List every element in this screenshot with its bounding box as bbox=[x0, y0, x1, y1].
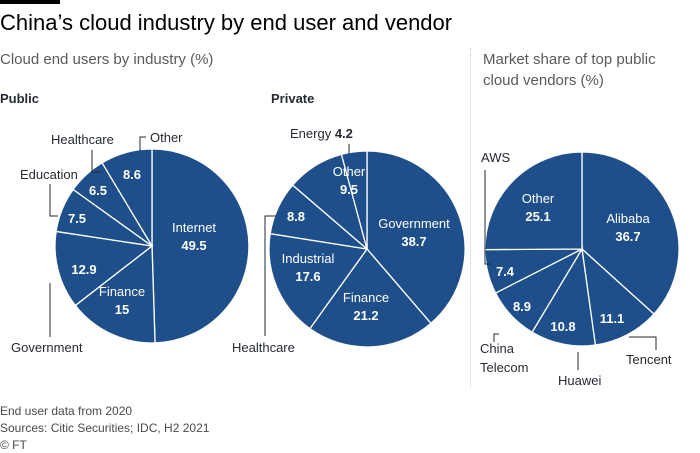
slice-value-alibaba: 36.7 bbox=[615, 229, 640, 244]
pie-slice-energy bbox=[340, 150, 368, 250]
chart-title: China’s cloud industry by end user and v… bbox=[0, 10, 453, 35]
pie-slice-finance bbox=[74, 244, 156, 344]
pie-2-group: Alibaba 36.7 Tencent 11.1 Huawei 10.8 China Tel… bbox=[480, 150, 680, 388]
pie-slice-industrial bbox=[268, 232, 369, 330]
slice-value-energy: 4.2 bbox=[335, 126, 353, 141]
footer-credit: © FT bbox=[0, 438, 27, 452]
slice-label-china-telecom-1: Telecom bbox=[480, 360, 528, 375]
slice-value-tencent: 11.1 bbox=[600, 311, 625, 326]
leader-line-china-telecom bbox=[493, 333, 499, 342]
subtitle-vendors: Market share of top public cloud vendors… bbox=[483, 51, 656, 89]
leader-line-aws bbox=[484, 170, 491, 265]
slice-value-government: 38.7 bbox=[401, 234, 426, 249]
panel-label-private: Private bbox=[271, 91, 315, 106]
subtitle-end-users: Cloud end users by industry (%) bbox=[0, 51, 214, 68]
slice-value-healthcare: 8.8 bbox=[287, 209, 305, 224]
pie-slice-huawei bbox=[531, 247, 597, 347]
pie-slice-alibaba bbox=[581, 151, 680, 315]
leader-line-tencent bbox=[629, 336, 657, 350]
slice-name-finance: Finance bbox=[343, 290, 389, 305]
slice-value-huawei: 10.8 bbox=[550, 319, 575, 334]
pie-slice-internet bbox=[151, 148, 250, 344]
pie-0-group: Internet 49.5 Finance 15 Government 12.9 Educa… bbox=[11, 130, 250, 355]
slice-value-other: 9.5 bbox=[340, 182, 358, 197]
panel-label-public: Public bbox=[0, 91, 40, 106]
leader-line-healthcare bbox=[91, 150, 101, 173]
slice-value-finance: 21.2 bbox=[353, 308, 378, 323]
slice-name-finance: Finance bbox=[99, 284, 145, 299]
slice-label-healthcare: Healthcare bbox=[51, 132, 114, 147]
panel-divider bbox=[470, 48, 471, 388]
leader-line-healthcare bbox=[264, 215, 276, 336]
footer-sources: Sources: Citic Securities; IDC, H2 2021 bbox=[0, 421, 210, 435]
slice-label-energy: Energy 4.2 bbox=[290, 126, 353, 141]
brand-bar bbox=[0, 0, 60, 4]
slice-value-other: 8.6 bbox=[123, 167, 141, 182]
slice-value-industrial: 17.6 bbox=[295, 269, 320, 284]
slice-value-government: 12.9 bbox=[71, 262, 96, 277]
leader-line-education bbox=[49, 184, 58, 217]
slice-label-aws: AWS bbox=[481, 150, 510, 165]
slice-label-healthcare: Healthcare bbox=[232, 340, 295, 355]
pie-slice-government bbox=[366, 150, 466, 325]
slice-name-industrial: Industrial bbox=[282, 251, 335, 266]
slice-label-china-telecom-0: China bbox=[480, 341, 515, 356]
slice-name-government: Government bbox=[378, 216, 450, 231]
slice-value-aws: 7.4 bbox=[496, 264, 515, 279]
pie-slice-government bbox=[54, 230, 154, 307]
slice-name-alibaba: Alibaba bbox=[606, 211, 650, 226]
pie-slice-finance bbox=[308, 247, 432, 348]
slice-name-other: Other bbox=[333, 164, 366, 179]
slice-value-finance: 15 bbox=[115, 302, 129, 317]
pie-slice-other bbox=[484, 151, 583, 251]
slice-value-internet: 49.5 bbox=[181, 238, 206, 253]
pie-slice-tencent bbox=[581, 247, 655, 346]
slice-label-tencent: Tencent bbox=[626, 352, 672, 367]
slice-label-huawei: Huawei bbox=[558, 373, 601, 388]
slice-label-government: Government bbox=[11, 340, 83, 355]
slice-name-other: Other bbox=[522, 191, 555, 206]
slice-value-other: 25.1 bbox=[525, 209, 550, 224]
slice-value-education: 7.5 bbox=[68, 211, 86, 226]
slice-name-internet: Internet bbox=[172, 220, 216, 235]
slice-label-education: Education bbox=[20, 167, 78, 182]
slice-label-other: Other bbox=[150, 130, 183, 145]
leader-line-other bbox=[139, 136, 146, 151]
footer-note: End user data from 2020 bbox=[0, 404, 133, 418]
slice-value-healthcare: 6.5 bbox=[89, 183, 107, 198]
pie-1-group: Government 38.7 Finance 21.2 Industrial 17.6 H… bbox=[232, 126, 466, 355]
pie-slice-other bbox=[101, 148, 153, 249]
slice-value-china-telecom: 8.9 bbox=[513, 299, 531, 314]
